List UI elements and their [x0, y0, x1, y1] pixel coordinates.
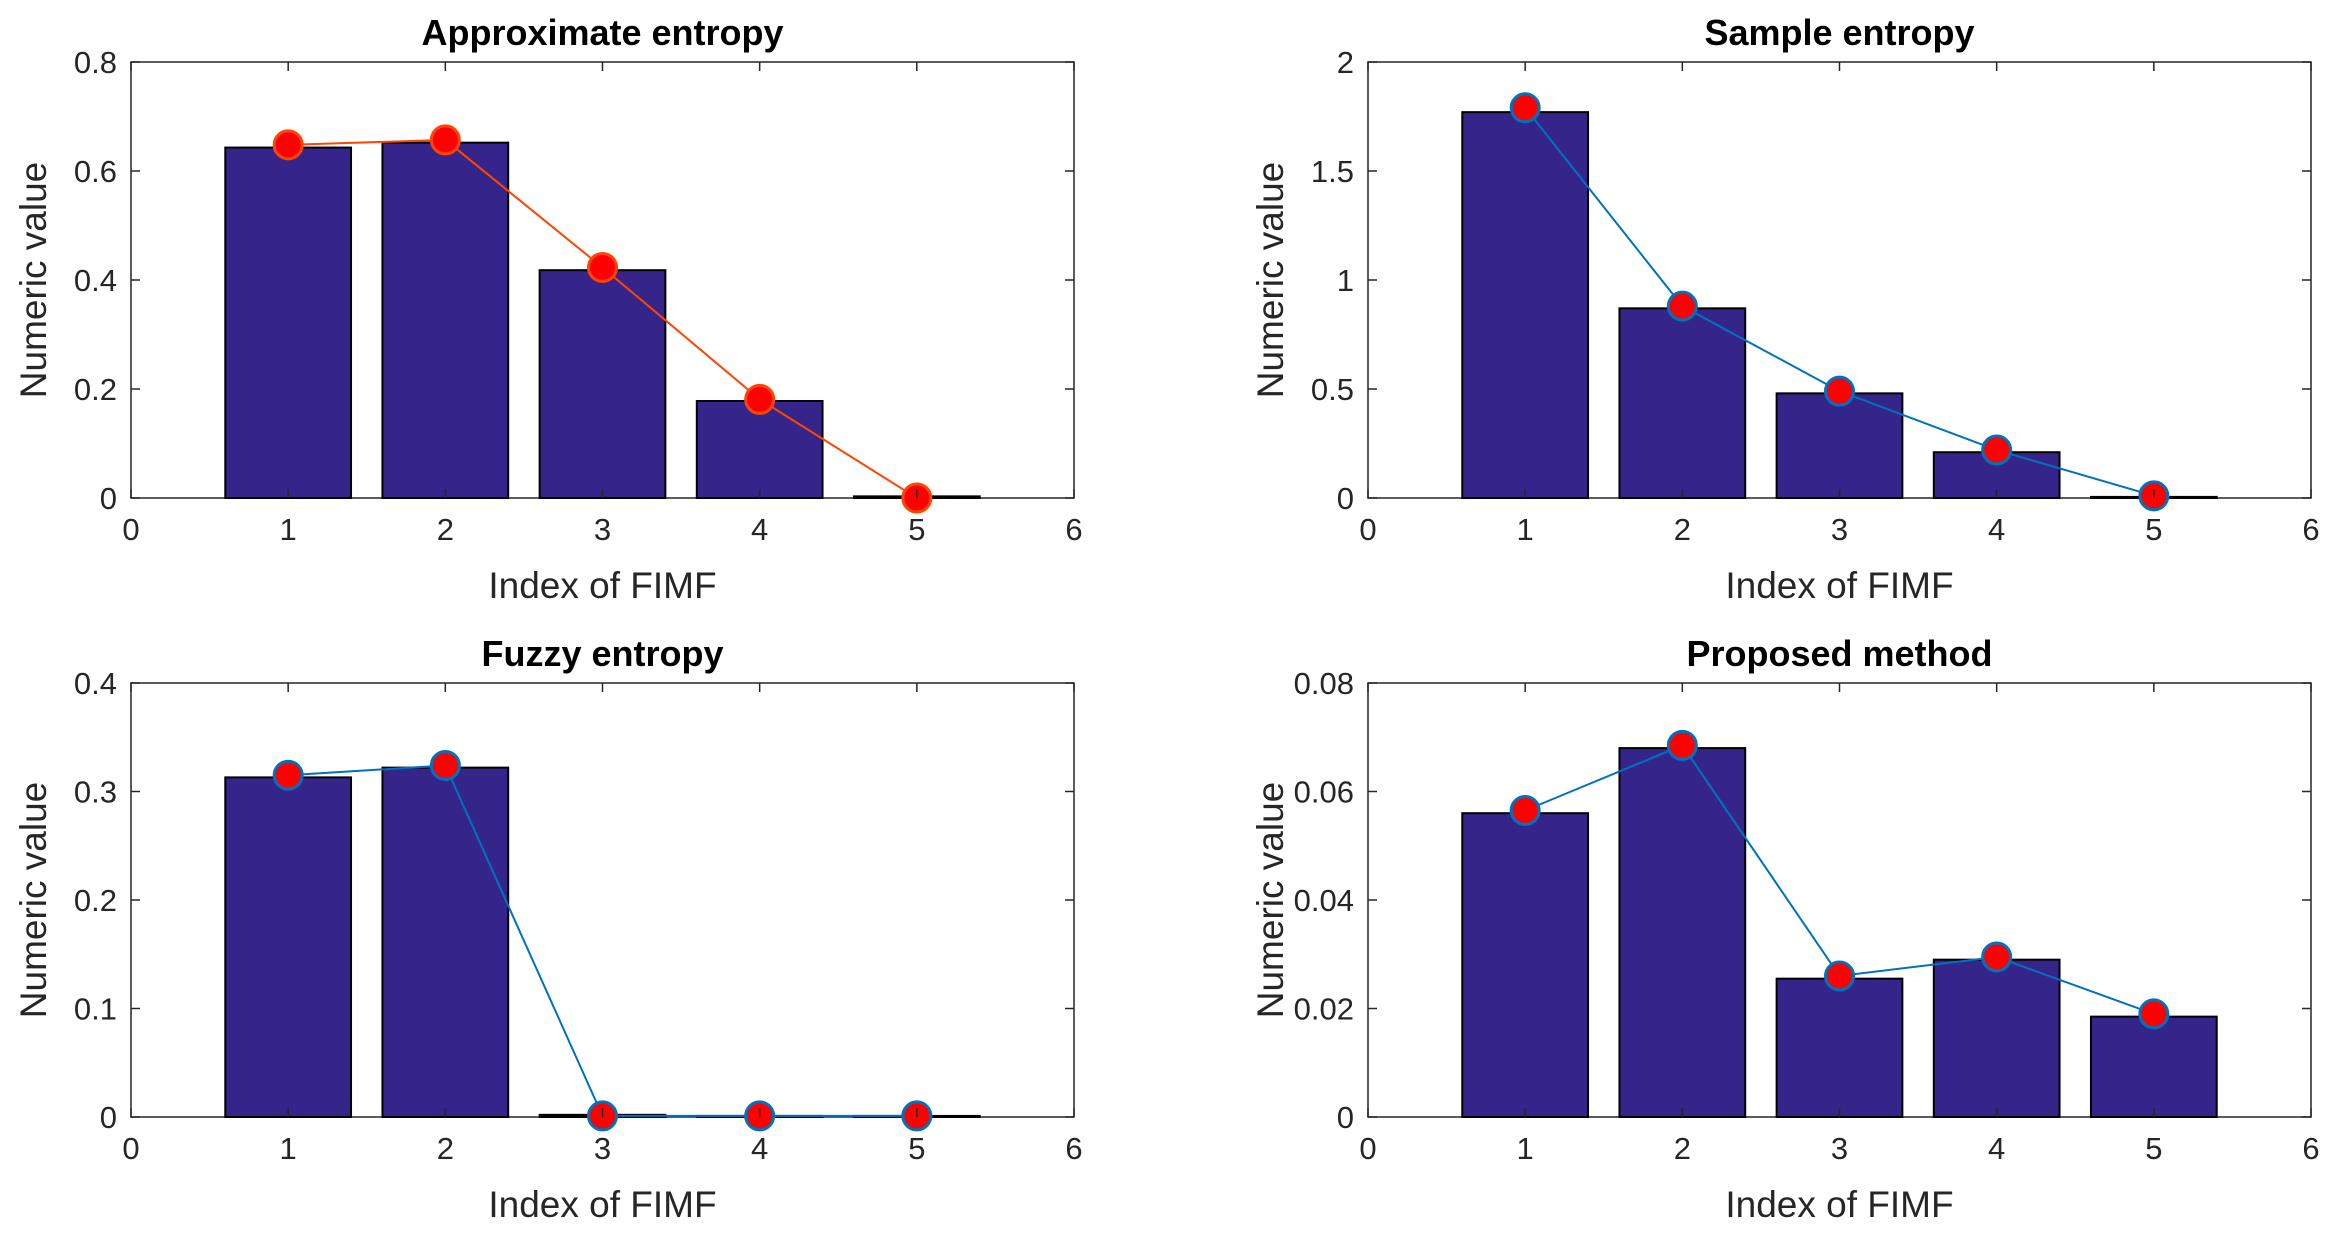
chart-title: Proposed method	[1686, 633, 1992, 674]
data-point	[1824, 960, 1855, 992]
x-tick-label: 2	[437, 1131, 454, 1166]
x-tick-label: 4	[751, 512, 768, 547]
bar	[1775, 392, 1904, 499]
x-tick-label: 2	[437, 512, 454, 547]
y-tick-label: 0	[100, 1100, 117, 1135]
y-tick-label: 1	[1337, 263, 1354, 298]
x-tick-label: 5	[908, 1131, 925, 1166]
data-point	[1981, 434, 2013, 466]
y-tick-label: 0.6	[74, 154, 117, 189]
x-tick-label: 3	[594, 1131, 611, 1166]
data-point	[2138, 998, 2170, 1030]
bar	[381, 141, 510, 499]
y-tick-label: 0.8	[74, 45, 117, 80]
x-tick-label: 1	[1517, 1131, 1534, 1166]
y-tick-label: 0.4	[74, 263, 117, 298]
x-tick-label: 1	[280, 1131, 297, 1166]
x-tick-label: 6	[2302, 512, 2319, 547]
x-axis-label: Index of FIMF	[488, 1184, 716, 1225]
y-axis-label: Numeric value	[13, 782, 54, 1018]
x-tick-label: 1	[280, 512, 297, 547]
x-tick-label: 2	[1674, 512, 1691, 547]
bar	[1618, 747, 1747, 1118]
bar	[1461, 812, 1590, 1118]
data-point	[1981, 941, 2013, 973]
bar	[1932, 958, 2061, 1118]
y-tick-label: 0.5	[1311, 372, 1354, 407]
x-tick-label: 5	[908, 512, 925, 547]
x-tick-label: 1	[1517, 512, 1534, 547]
x-axis-label: Index of FIMF	[1725, 565, 1953, 606]
y-tick-label: 0	[1337, 481, 1354, 516]
data-point	[1666, 290, 1698, 322]
y-tick-label: 0.4	[74, 666, 117, 701]
x-tick-label: 0	[1359, 1131, 1376, 1166]
x-tick-label: 3	[1831, 1131, 1848, 1166]
y-tick-label: 0.04	[1294, 883, 1354, 918]
x-tick-label: 4	[1988, 512, 2005, 547]
x-tick-label: 6	[2302, 1131, 2319, 1166]
y-tick-label: 1.5	[1311, 154, 1354, 189]
data-point	[272, 759, 304, 791]
x-tick-label: 0	[1359, 512, 1376, 547]
bar	[1775, 977, 1904, 1118]
data-point	[1509, 92, 1541, 124]
y-tick-label: 0.3	[74, 775, 117, 810]
y-tick-label: 0	[1337, 1100, 1354, 1135]
x-tick-label: 0	[122, 512, 139, 547]
data-point	[1509, 794, 1541, 826]
bar	[224, 146, 353, 499]
data-point	[587, 251, 618, 283]
bar	[1461, 111, 1590, 499]
y-tick-label: 0.1	[74, 992, 117, 1027]
data-point	[429, 124, 461, 156]
data-point	[429, 749, 461, 781]
x-tick-label: 4	[751, 1131, 768, 1166]
subplot-3: 0 1 2 3 4 5 6 0 0.1 0.2 0.3 0.4 Fuzzy entropy Index o…	[13, 633, 1083, 1225]
y-tick-label: 0.2	[74, 883, 117, 918]
data-point	[272, 129, 304, 161]
x-axis-label: Index of FIMF	[488, 565, 716, 606]
x-tick-label: 4	[1988, 1131, 2005, 1166]
bar	[2089, 1015, 2218, 1119]
subplot-1: 0 1 2 3 4 5 6 0 0.2 0.4 0.6 0.8 Approximate entropy I…	[13, 12, 1083, 606]
data-point	[1824, 375, 1855, 407]
data-point	[744, 383, 776, 415]
x-tick-label: 6	[1065, 1131, 1082, 1166]
y-tick-label: 0.2	[74, 372, 117, 407]
y-tick-label: 2	[1337, 45, 1354, 80]
x-tick-label: 5	[2145, 512, 2162, 547]
chart-title: Approximate entropy	[421, 12, 783, 53]
x-tick-label: 0	[122, 1131, 139, 1166]
y-tick-label: 0.08	[1294, 666, 1354, 701]
bar	[224, 776, 353, 1119]
x-tick-label: 3	[1831, 512, 1848, 547]
y-axis-label: Numeric value	[1250, 782, 1291, 1018]
chart-title: Sample entropy	[1704, 12, 1974, 53]
bar	[695, 399, 824, 499]
chart-title: Fuzzy entropy	[481, 633, 723, 674]
x-tick-label: 3	[594, 512, 611, 547]
y-tick-label: 0.06	[1294, 775, 1354, 810]
x-tick-label: 2	[1674, 1131, 1691, 1166]
subplot-2: 0 1 2 3 4 5 6 0 0.5 1 1.5 2 Sample entropy Index of F…	[1250, 12, 2320, 606]
y-tick-label: 0	[100, 481, 117, 516]
subplot-4: 0 1 2 3 4 5 6 0 0.02 0.04 0.06 0.08 Proposed method I…	[1250, 633, 2320, 1225]
y-axis-label: Numeric value	[1250, 162, 1291, 398]
y-axis-label: Numeric value	[13, 162, 54, 398]
x-tick-label: 6	[1065, 512, 1082, 547]
bar	[1618, 307, 1747, 499]
y-tick-label: 0.02	[1294, 992, 1354, 1027]
x-tick-label: 5	[2145, 1131, 2162, 1166]
data-point	[1666, 729, 1698, 761]
bar	[381, 766, 510, 1118]
x-axis-label: Index of FIMF	[1725, 1184, 1953, 1225]
